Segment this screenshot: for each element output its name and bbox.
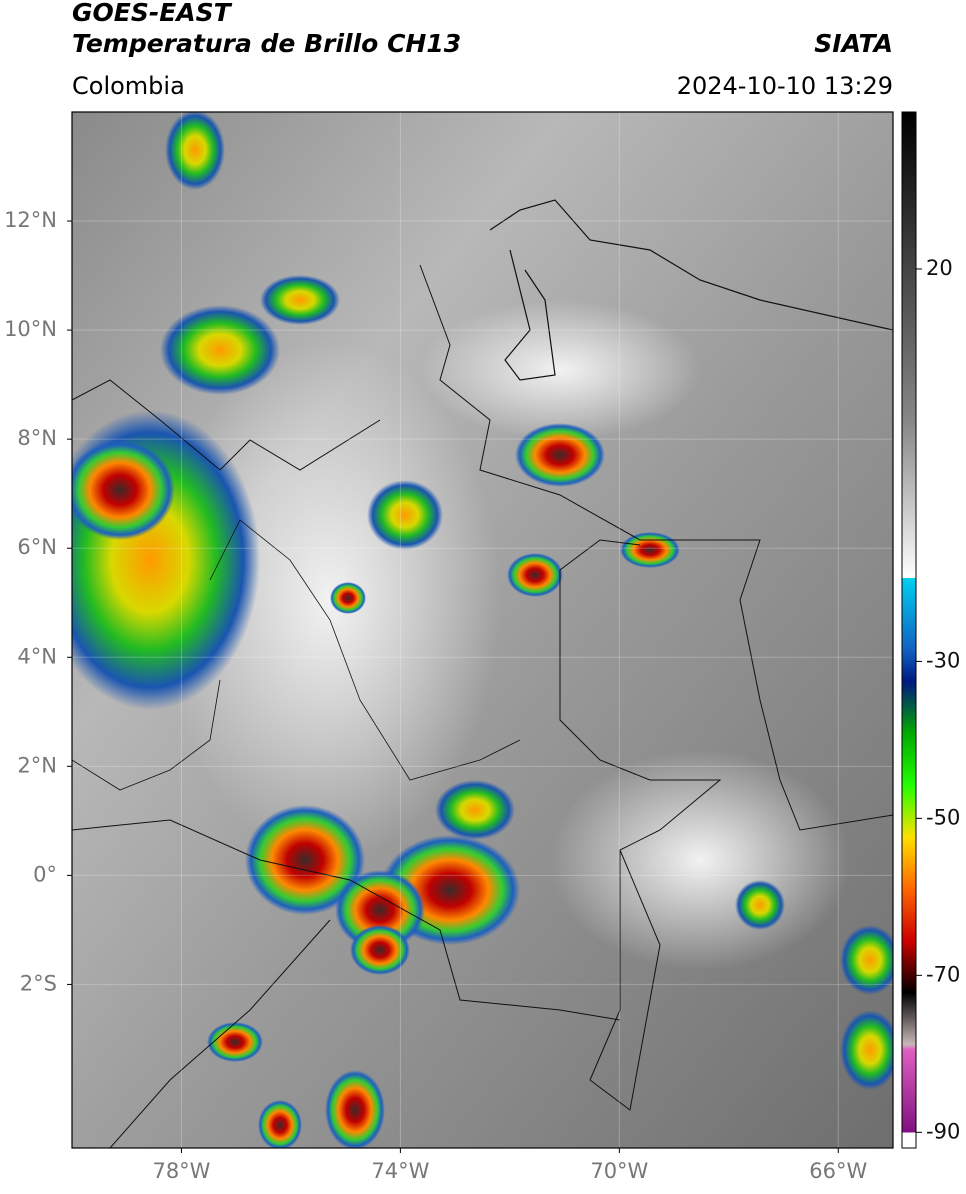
cloud: [335, 870, 425, 950]
colorbar-tick-label: -30: [926, 648, 960, 672]
y-tick-label: 8°N: [17, 426, 57, 450]
satellite-image: [72, 112, 893, 1148]
cloud: [350, 925, 410, 975]
department-border: [209, 519, 521, 781]
cloud: [245, 805, 365, 915]
timestamp: 2024-10-10 13:29: [677, 72, 893, 100]
cloud: [435, 780, 515, 840]
y-tick-label: 4°N: [17, 644, 57, 668]
cloud: [160, 305, 280, 395]
border: [109, 919, 331, 1148]
cloud: [330, 582, 366, 614]
cloud: [325, 1070, 385, 1148]
region: Colombia: [72, 72, 185, 100]
grid: [72, 112, 893, 1148]
cloud: [840, 1010, 893, 1090]
coastline: [489, 199, 893, 331]
y-tick-label: 10°N: [4, 317, 57, 341]
cloud: [420, 300, 700, 440]
cloud: [507, 553, 563, 597]
y-tick-label: 12°N: [4, 208, 57, 232]
y-tick-label: 0°: [33, 862, 57, 886]
colorbar-tick-label: -50: [926, 805, 960, 829]
x-tick-label: 74°W: [371, 1159, 429, 1183]
coastline: [72, 679, 221, 791]
map-frame: [71, 111, 894, 1149]
cloud: [735, 880, 785, 930]
x-tick-label: 66°W: [809, 1159, 867, 1183]
colorbar-tick-label: -90: [926, 1119, 960, 1143]
cloud: [160, 340, 500, 860]
cloud: [840, 925, 893, 995]
colorbar-tick-label: -70: [926, 962, 960, 986]
colorbar: [901, 111, 917, 1149]
cloud: [258, 1100, 302, 1148]
border: [419, 264, 893, 831]
source: SIATA: [814, 29, 893, 58]
cloud: [207, 1022, 263, 1062]
cloud: [620, 532, 680, 568]
y-tick-label: 2°N: [17, 753, 57, 777]
x-tick-label: 78°W: [152, 1159, 210, 1183]
y-tick-label: 2°S: [20, 971, 57, 995]
border: [72, 819, 621, 1021]
coastline: [504, 249, 556, 381]
title: GOES-EAST: [72, 0, 233, 27]
cloud: [165, 112, 225, 190]
x-tick-label: 70°W: [590, 1159, 648, 1183]
cloud: [72, 440, 175, 540]
cloud: [367, 480, 443, 550]
cloud: [550, 750, 850, 970]
y-tick-label: 6°N: [17, 535, 57, 559]
cloud: [515, 423, 605, 487]
coastline: [72, 379, 381, 471]
subtitle: Temperatura de Brillo CH13: [72, 29, 461, 58]
border: [559, 539, 722, 1111]
colorbar-tick-label: 20: [926, 256, 953, 280]
cloud: [260, 275, 340, 325]
